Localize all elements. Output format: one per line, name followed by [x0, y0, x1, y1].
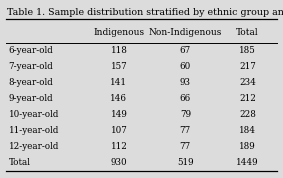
Text: 189: 189	[239, 142, 256, 151]
Text: 212: 212	[239, 94, 256, 103]
Text: 157: 157	[110, 62, 127, 71]
Text: Indigenous: Indigenous	[93, 28, 144, 36]
Text: 217: 217	[239, 62, 256, 71]
Text: 9-year-old: 9-year-old	[8, 94, 53, 103]
Text: 66: 66	[180, 94, 191, 103]
Text: 184: 184	[239, 126, 256, 135]
Text: 228: 228	[239, 110, 256, 119]
Text: 11-year-old: 11-year-old	[8, 126, 59, 135]
Text: 67: 67	[180, 46, 191, 55]
Text: 12-year-old: 12-year-old	[8, 142, 59, 151]
Text: 118: 118	[110, 46, 127, 55]
Text: 149: 149	[110, 110, 127, 119]
Text: 112: 112	[110, 142, 127, 151]
Text: 234: 234	[239, 78, 256, 87]
Text: 77: 77	[180, 126, 191, 135]
Text: 79: 79	[180, 110, 191, 119]
Text: 1449: 1449	[236, 158, 259, 167]
Text: 60: 60	[180, 62, 191, 71]
Text: 141: 141	[110, 78, 127, 87]
Text: 10-year-old: 10-year-old	[8, 110, 59, 119]
Text: Table 1. Sample distribution stratified by ethnic group and age.: Table 1. Sample distribution stratified …	[7, 8, 283, 17]
Text: Total: Total	[8, 158, 31, 167]
Text: 6-year-old: 6-year-old	[8, 46, 53, 55]
Text: 107: 107	[110, 126, 127, 135]
Text: 8-year-old: 8-year-old	[8, 78, 53, 87]
Text: 185: 185	[239, 46, 256, 55]
Text: 930: 930	[111, 158, 127, 167]
Text: 7-year-old: 7-year-old	[8, 62, 53, 71]
Text: 93: 93	[180, 78, 191, 87]
Text: 77: 77	[180, 142, 191, 151]
Text: Total: Total	[236, 28, 259, 36]
Text: 519: 519	[177, 158, 194, 167]
Text: Non-Indigenous: Non-Indigenous	[149, 28, 222, 36]
Text: 146: 146	[110, 94, 127, 103]
